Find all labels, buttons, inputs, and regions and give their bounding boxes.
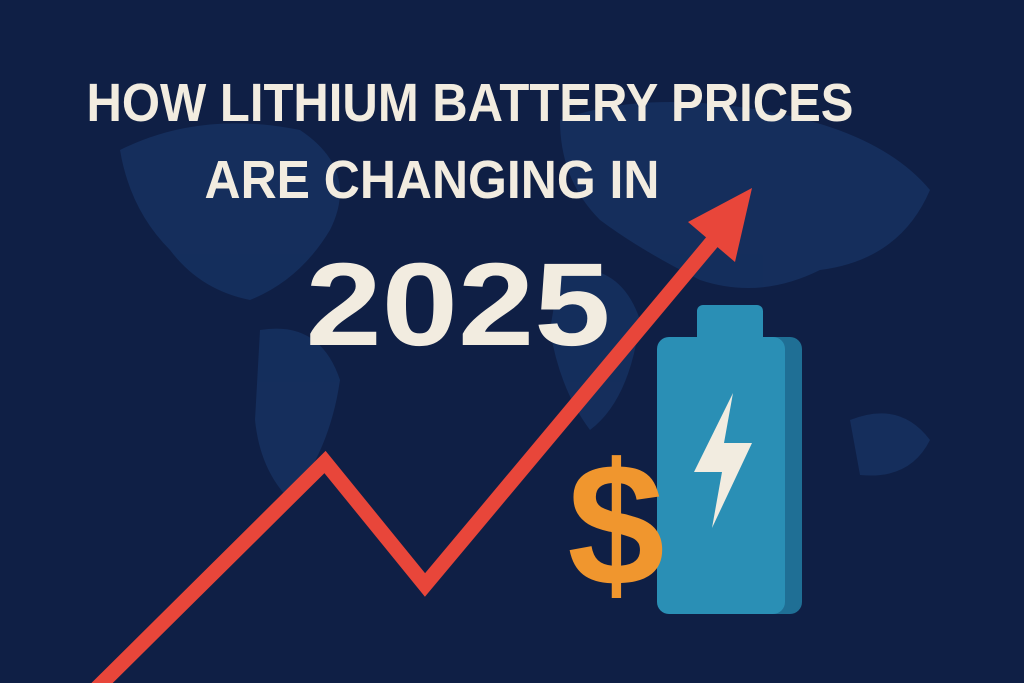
title-line: HOW LITHIUM BATTERY PRICES	[87, 73, 854, 133]
dollar-sign: $	[567, 428, 664, 623]
year: 2025	[306, 239, 611, 371]
continent	[550, 268, 640, 430]
title-line: ARE CHANGING IN	[205, 150, 660, 210]
battery-body	[657, 337, 785, 614]
continent	[255, 328, 340, 500]
battery-cap	[697, 305, 763, 345]
arrow-head	[688, 188, 752, 262]
lightning-bolt	[694, 393, 752, 528]
continent	[120, 123, 340, 300]
continent	[850, 413, 930, 476]
trend-arrow	[91, 237, 718, 683]
